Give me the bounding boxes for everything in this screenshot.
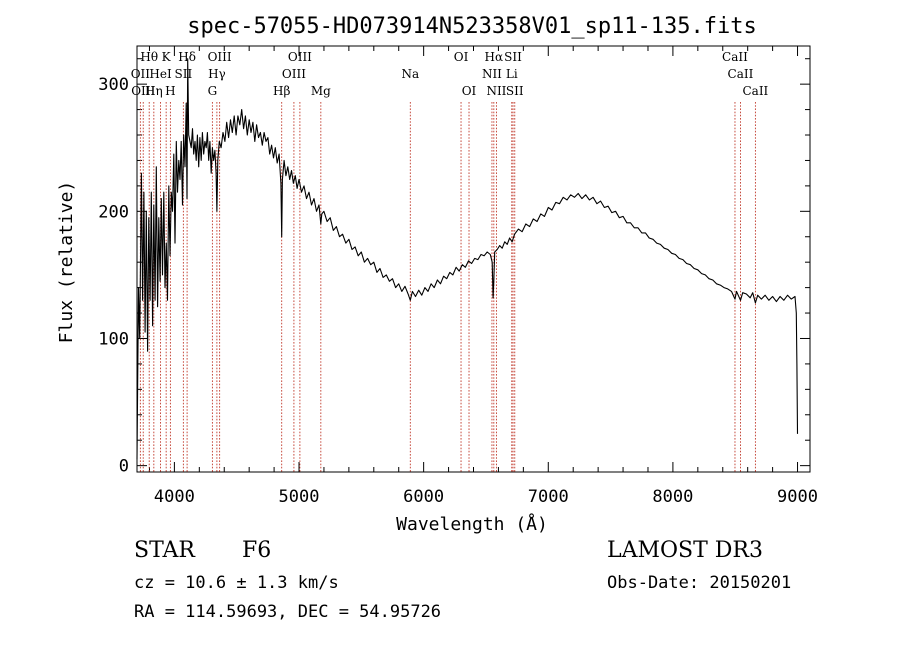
spectral-line-label: Hθ: [140, 50, 158, 64]
spectral-line-label: SII: [506, 84, 524, 98]
spectral-line-label: Hγ: [208, 67, 226, 81]
y-axis-label: Flux (relative): [56, 181, 77, 344]
spectral-line-label: H: [165, 84, 175, 98]
survey-name: LAMOST DR3: [607, 538, 763, 563]
spectral-line-label: OIII: [131, 84, 155, 98]
axes: 4000 5000 6000 7000 8000 9000 0 100 200 300: [98, 45, 818, 507]
spectral-line-label: CaII: [722, 50, 748, 64]
spectral-line-label: Li: [506, 67, 518, 81]
spectral-line-label: Hη: [145, 84, 163, 98]
object-subclass: F6: [242, 538, 272, 563]
spectral-line-label: NII: [482, 67, 502, 81]
y-tick-label: 200: [98, 202, 129, 222]
observation-date: Obs-Date: 20150201: [607, 573, 792, 593]
spectral-line-label: CaII: [728, 67, 754, 81]
spectral-line-label: OIII: [208, 50, 232, 64]
spectral-line-label: OIII: [288, 50, 312, 64]
spectral-line-label: OI: [454, 50, 469, 64]
spectral-line-label: Hβ: [273, 84, 290, 98]
spectral-line-label: SII: [175, 67, 193, 81]
spectral-line-label: G: [208, 84, 218, 98]
spectral-line-label: OIII: [282, 67, 306, 81]
chart-title: spec-57055-HD073914N523358V01_sp11-135.f…: [187, 14, 757, 39]
series: [136, 58, 799, 460]
coordinates-readout: RA = 114.59693, DEC = 54.95726: [134, 602, 442, 622]
spectrum-line-flux: [136, 58, 799, 460]
spectral-line-label: K: [162, 50, 172, 64]
x-tick-label: 4000: [154, 487, 195, 507]
spectral-line-label: Hδ: [178, 50, 196, 64]
y-tick-label: 100: [98, 329, 129, 349]
x-tick-label: 5000: [279, 487, 320, 507]
spectral-line-label: Na: [401, 67, 419, 81]
spectral-line-label: NII: [486, 84, 506, 98]
spectral-line-label: OI: [462, 84, 477, 98]
y-tick-label: 0: [119, 457, 129, 477]
plot-frame: [136, 45, 811, 473]
x-tick-label: 6000: [403, 487, 444, 507]
y-tick-label: 300: [98, 75, 129, 95]
redshift-readout: cz = 10.6 ± 1.3 km/s: [134, 573, 339, 593]
x-tick-label: 7000: [528, 487, 569, 507]
spectral-line-label: SII: [504, 50, 522, 64]
x-axis-label: Wavelength (Å): [396, 513, 548, 535]
spectral-line-label: Mg: [311, 84, 331, 98]
spectral-line-markers: OIIOIIIHθHηHeIKHSIIHδGHγOIIIHβOIIIOIIIMg…: [131, 50, 769, 472]
spectral-line-label: HeI: [149, 67, 172, 81]
spectral-line-label: CaII: [742, 84, 768, 98]
spectral-line-label: OII: [131, 67, 151, 81]
spectral-line-label: Hα: [485, 50, 504, 64]
object-class: STAR: [134, 538, 195, 563]
x-tick-label: 9000: [777, 487, 818, 507]
x-tick-label: 8000: [652, 487, 693, 507]
